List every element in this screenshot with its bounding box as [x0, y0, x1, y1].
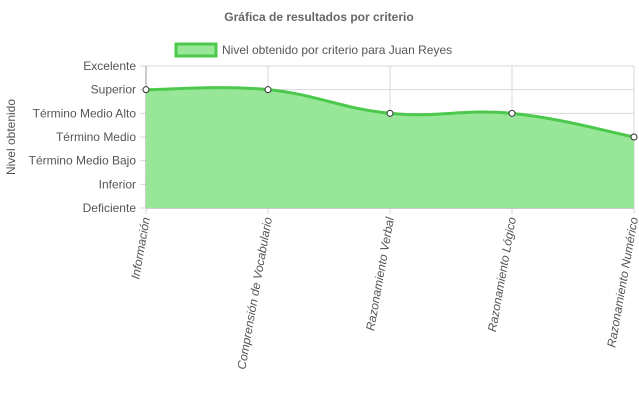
y-tick-label: Término Medio Bajo: [29, 154, 137, 168]
data-points: [142, 86, 638, 141]
y-tick-label: Término Medio: [56, 130, 136, 144]
y-tick-label: Término Medio Alto: [33, 106, 137, 120]
data-point[interactable]: [508, 109, 516, 117]
legend-swatch: [174, 42, 218, 58]
x-tick-label: Razonamiento Numérico: [604, 216, 639, 349]
y-tick-label: Excelente: [83, 59, 136, 73]
x-tick-labels: Información Comprensión de Vocabulario Raz…: [128, 216, 639, 371]
y-tick-label: Inferior: [99, 177, 136, 191]
data-point[interactable]: [630, 133, 638, 141]
x-tick-label: Razonamiento Lógico: [485, 216, 519, 333]
x-tick-label: Información: [128, 216, 153, 280]
y-tick-labels: Deficiente Inferior Término Medio Bajo Térm…: [29, 59, 137, 215]
data-point[interactable]: [264, 86, 272, 94]
y-tick-label: Deficiente: [83, 201, 137, 215]
x-tick-label: Comprensión de Vocabulario: [234, 216, 275, 371]
legend-label: Nivel obtenido por criterio para Juan Re…: [222, 43, 452, 57]
y-tick-label: Superior: [91, 83, 136, 97]
series-area-fill: [146, 87, 634, 208]
data-point[interactable]: [142, 86, 150, 94]
y-axis-title: Nivel obtenido: [4, 99, 18, 175]
data-point[interactable]: [386, 109, 394, 117]
legend[interactable]: Nivel obtenido por criterio para Juan Re…: [174, 42, 452, 58]
x-tick-label: Razonamiento Verbal: [363, 216, 397, 332]
chart-title: Gráfica de resultados por criterio: [224, 10, 413, 24]
